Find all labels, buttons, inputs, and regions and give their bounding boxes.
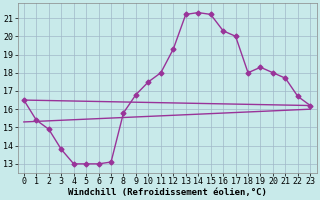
- X-axis label: Windchill (Refroidissement éolien,°C): Windchill (Refroidissement éolien,°C): [68, 188, 267, 197]
